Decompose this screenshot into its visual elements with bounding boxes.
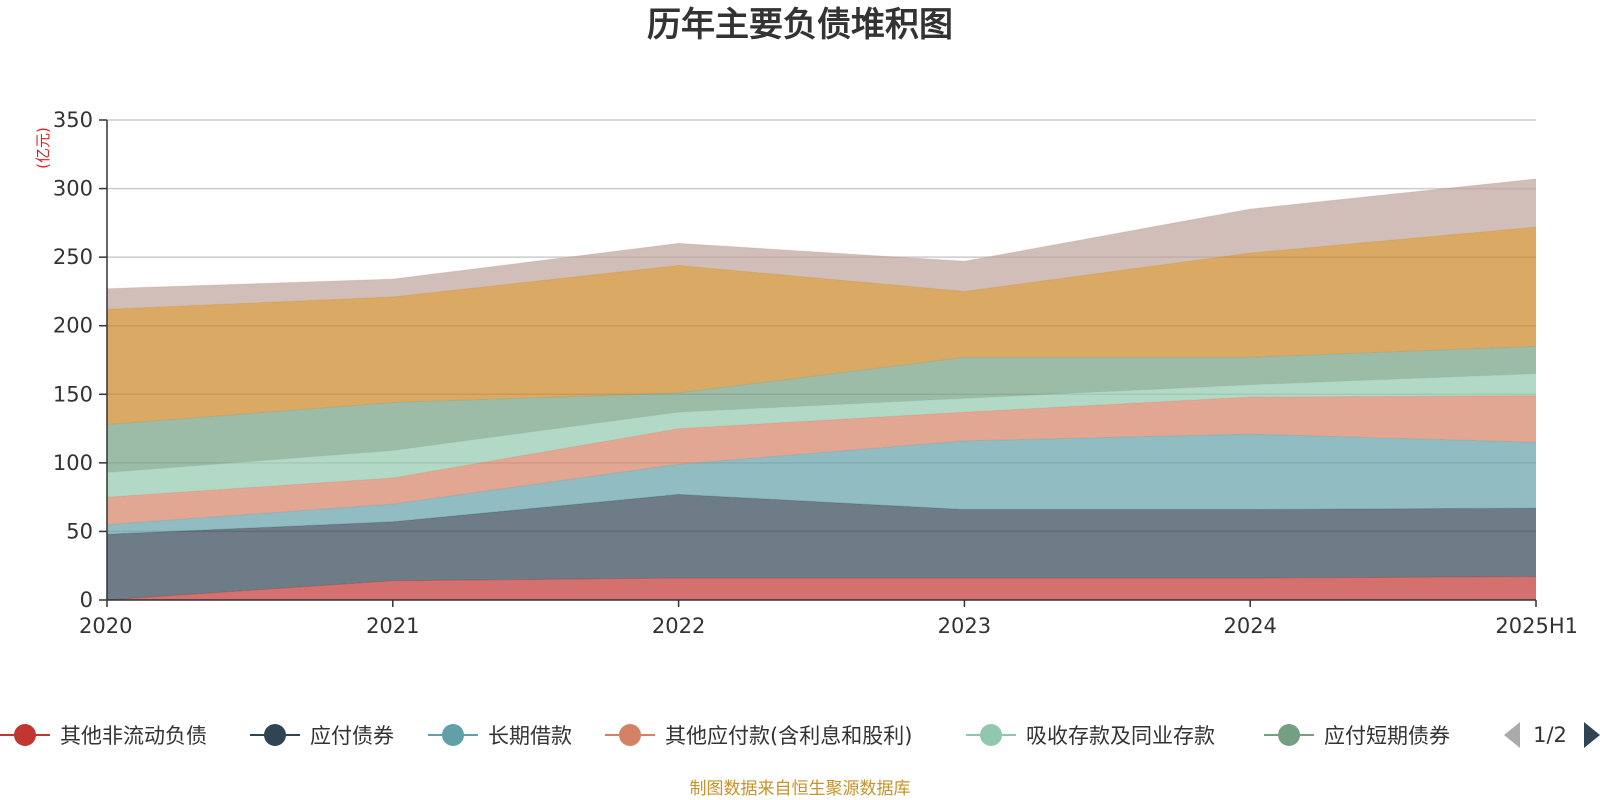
y-tick-label: 50 — [66, 519, 93, 543]
legend-item[interactable]: 其他非流动负债 — [0, 724, 207, 748]
next-page-icon[interactable] — [1584, 722, 1600, 748]
area-series-8 — [107, 179, 1536, 310]
y-tick-label: 200 — [53, 314, 93, 338]
x-tick-label: 2020 — [79, 614, 132, 638]
y-tick-label: 350 — [53, 108, 93, 132]
x-tick-label: 2025H1 — [1495, 614, 1578, 638]
legend-marker — [442, 724, 464, 746]
area-series-6 — [107, 346, 1536, 473]
legend-item[interactable]: 其他应付款(含利息和股利) — [605, 724, 912, 748]
y-tick-label: 0 — [80, 588, 93, 612]
legend-label: 吸收存款及同业存款 — [1026, 724, 1215, 748]
area-series-8-edge — [106, 178, 1537, 290]
area-series-3 — [107, 434, 1536, 535]
y-tick-label: 300 — [53, 177, 93, 201]
x-tick-label: 2024 — [1223, 614, 1276, 638]
chart-title: 历年主要负债堆积图 — [647, 5, 953, 45]
legend-label: 应付债券 — [310, 724, 394, 748]
legend-item[interactable]: 长期借款 — [428, 724, 572, 748]
legend-pager: 1/2 — [1504, 722, 1600, 748]
x-tick-label: 2023 — [938, 614, 991, 638]
legend-item[interactable]: 应付债券 — [250, 724, 394, 748]
area-series-1 — [107, 576, 1536, 600]
area-series-2 — [107, 494, 1536, 600]
legend-label: 其他非流动负债 — [60, 724, 207, 748]
legend-label: 应付短期债券 — [1324, 724, 1450, 748]
area-series-7 — [107, 227, 1536, 425]
legend-marker — [980, 724, 1002, 746]
legend-item[interactable]: 应付短期债券 — [1264, 724, 1450, 748]
legend-page-label: 1/2 — [1533, 723, 1567, 747]
legend-label: 长期借款 — [488, 724, 572, 748]
legend-marker — [619, 724, 641, 746]
axes: 0 50 100 150 200 250 300 350 2020 2021 2022 2023 202… — [53, 108, 1578, 638]
legend-marker — [14, 724, 36, 746]
areas — [106, 178, 1537, 601]
x-tick-label: 2021 — [366, 614, 419, 638]
source-note: 制图数据来自恒生聚源数据库 — [690, 779, 911, 799]
area-series-5 — [107, 373, 1536, 498]
legend: 其他非流动负债 应付债券 长期借款 其他应付款(含利息和股利) 吸收存款及同业存款 应付短… — [0, 724, 1450, 748]
legend-marker — [1278, 724, 1300, 746]
legend-label: 其他应付款(含利息和股利) — [665, 724, 912, 748]
area-series-4 — [107, 395, 1536, 525]
legend-item[interactable]: 吸收存款及同业存款 — [966, 724, 1215, 748]
x-tick-label: 2022 — [652, 614, 705, 638]
y-tick-label: 100 — [53, 451, 93, 475]
y-tick-label: 150 — [53, 382, 93, 406]
y-tick-label: 250 — [53, 245, 93, 269]
prev-page-icon[interactable] — [1504, 722, 1520, 748]
legend-marker — [264, 724, 286, 746]
unit-label: (亿元) — [34, 127, 52, 169]
